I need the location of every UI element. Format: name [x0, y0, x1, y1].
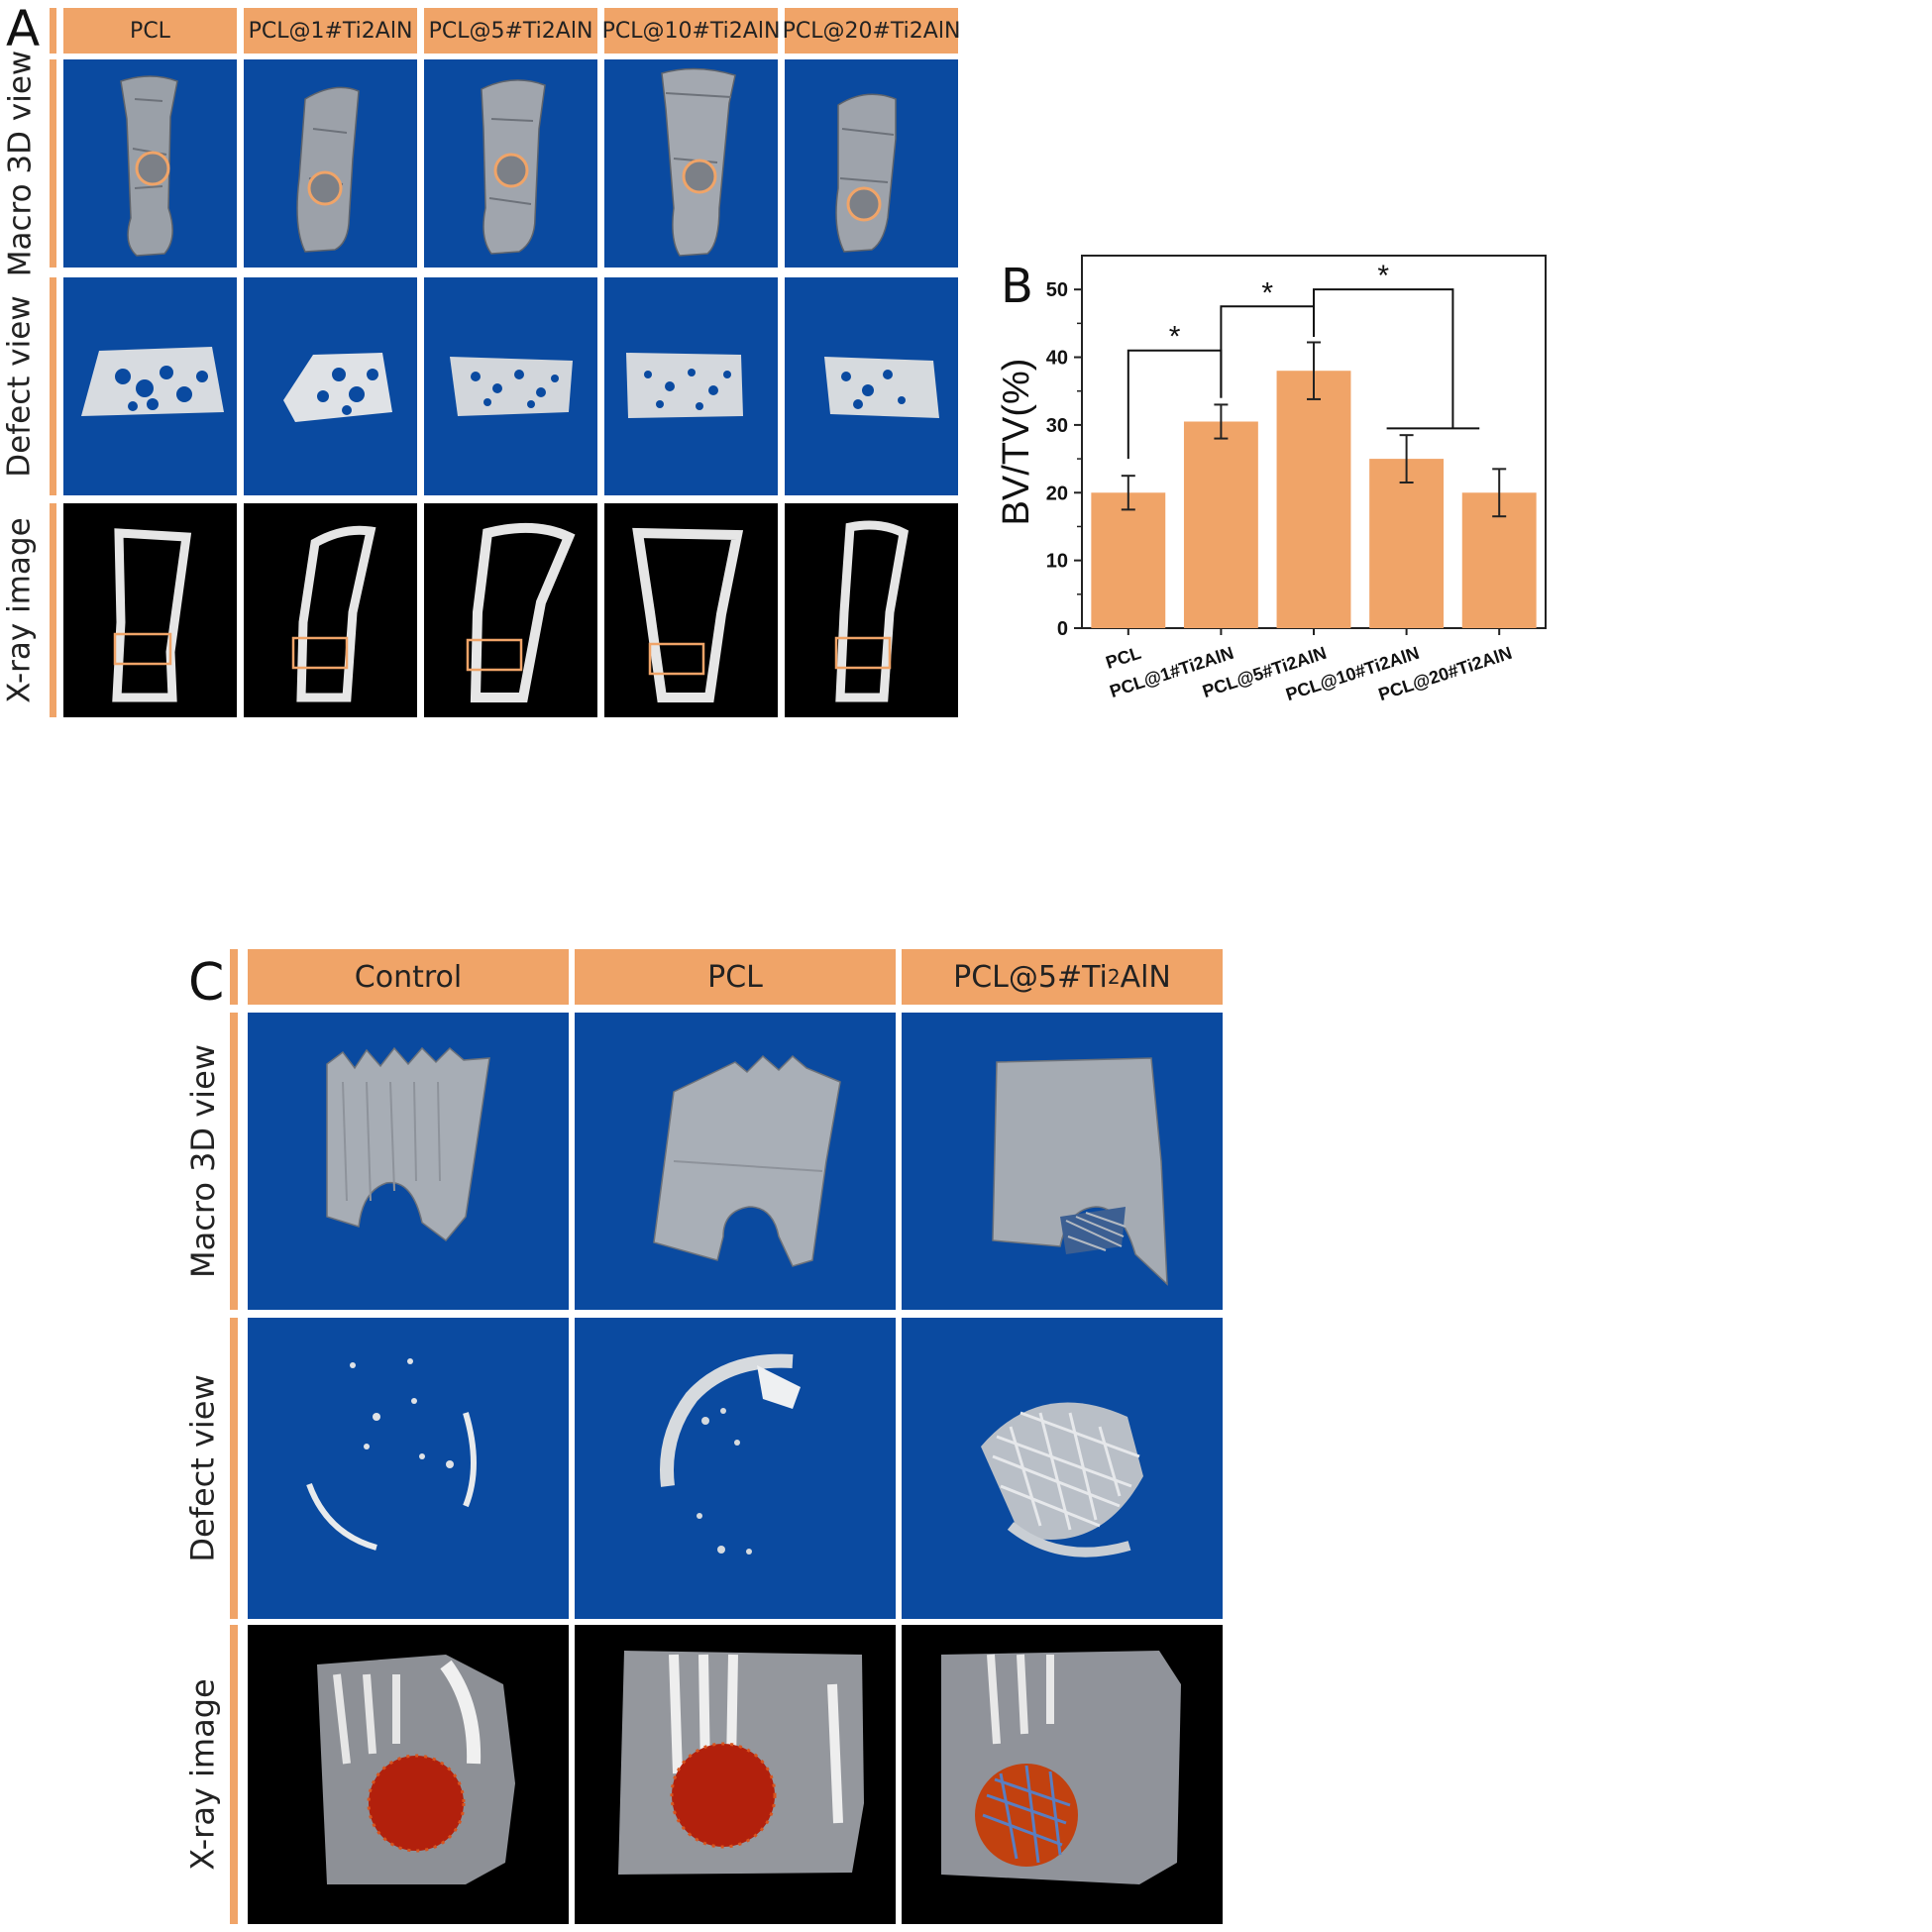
significance-star: * [1169, 321, 1181, 354]
panel-c-row-marker-xray [230, 1625, 238, 1924]
panel-a-macro-image-pcl [63, 59, 237, 268]
bar [1369, 459, 1445, 628]
bar [1183, 421, 1258, 628]
y-tick-label: 30 [1046, 415, 1068, 437]
panel-c-row-marker-macro [230, 1013, 238, 1310]
panel-c-xray-image-pcl [575, 1625, 896, 1924]
panel-a-macro-image-pcl-1 [244, 59, 417, 268]
panel-a-xray-image-pcl-10 [604, 503, 778, 717]
bar [1091, 492, 1166, 628]
panel-a-macro-image-pcl-20 [785, 59, 958, 268]
panel-c-defect-image-pcl [575, 1318, 896, 1619]
panel-a-header-marker [50, 8, 56, 54]
panel-a-row-marker-defect [50, 277, 56, 495]
panel-a-col-header-pcl-5: PCL@5#Ti2AlN [424, 8, 597, 54]
panel-a-xray-image-pcl [63, 503, 237, 717]
panel-c-defect-image-pcl-5 [902, 1318, 1223, 1619]
panel-a-xray-image-pcl-1 [244, 503, 417, 717]
panel-c-col-header-pcl-5: PCL@5#Ti 2 AlN [902, 949, 1223, 1005]
bv-tv-bar-chart: 01020304050BV/TV(%)PCLPCL@1#Ti2AlNPCL@5#… [996, 255, 1547, 704]
panel-a-row-marker-xray [50, 503, 56, 717]
bar [1276, 371, 1351, 628]
panel-c-macro-image-pcl [575, 1013, 896, 1310]
panel-a-macro-image-pcl-5 [424, 59, 597, 268]
panel-a-col-header-pcl: PCL [63, 8, 237, 54]
panel-a-row-label-defect: Defect view [2, 295, 38, 478]
y-tick-label: 0 [1057, 618, 1068, 640]
panel-a-col-header-pcl-10: PCL@10#Ti2AlN [602, 8, 780, 54]
panel-c-macro-image-pcl-5 [902, 1013, 1223, 1310]
significance-star: * [1261, 276, 1273, 309]
panel-a-xray-image-pcl-20 [785, 503, 958, 717]
panel-c-header-marker [230, 949, 238, 1005]
panel-c-xray-image-pcl-5 [902, 1625, 1223, 1924]
panel-c-row-label-macro: Macro 3D view [184, 1044, 222, 1278]
panel-a-defect-image-pcl-5 [424, 277, 597, 495]
panel-b-letter: B [1001, 259, 1033, 314]
panel-a-defect-image-pcl-1 [244, 277, 417, 495]
significance-bracket [1313, 288, 1454, 429]
y-tick-label: 50 [1046, 279, 1068, 301]
y-tick-label: 10 [1046, 551, 1068, 573]
chart-error-bars [1121, 341, 1507, 518]
panel-c-col-header-pcl-5-subscript: 2 [1107, 965, 1121, 989]
panel-a-defect-image-pcl [63, 277, 237, 495]
panel-c-col-header-control: Control [248, 949, 569, 1005]
panel-a-col-header-pcl-20: PCL@20#Ti2AlN [783, 8, 960, 54]
panel-a-letter: A [6, 0, 41, 57]
x-tick-label: PCL [1104, 643, 1143, 673]
panel-a-macro-image-pcl-10 [604, 59, 778, 268]
chart-significance-brackets [1127, 288, 1480, 460]
panel-a-row-label-xray: X-ray image [2, 517, 39, 703]
panel-c-col-header-pcl-5-prefix: PCL@5#Ti [953, 959, 1108, 995]
panel-c-xray-image-control [248, 1625, 569, 1924]
panel-c-row-label-defect: Defect view [184, 1374, 222, 1562]
y-tick-label: 40 [1046, 348, 1068, 370]
panel-a-row-label-macro: Macro 3D view [2, 50, 39, 277]
panel-a-xray-image-pcl-5 [424, 503, 597, 717]
chart-bars [1091, 371, 1537, 628]
panel-c-macro-image-control [248, 1013, 569, 1310]
panel-a-row-marker-macro [50, 59, 56, 268]
significance-star: * [1377, 260, 1389, 292]
panel-c-col-header-pcl-5-suffix: AlN [1120, 959, 1171, 995]
y-axis-label: BV/TV(%) [996, 359, 1037, 526]
panel-c-row-marker-defect [230, 1318, 238, 1619]
panel-a-col-header-pcl-1: PCL@1#Ti2AlN [244, 8, 417, 54]
panel-c-letter: C [188, 953, 225, 1013]
panel-a-defect-image-pcl-20 [785, 277, 958, 495]
panel-c-row-label-xray: X-ray image [184, 1678, 223, 1871]
panel-c-defect-image-control [248, 1318, 569, 1619]
y-tick-label: 20 [1046, 483, 1068, 504]
panel-c-col-header-pcl: PCL [575, 949, 896, 1005]
panel-a-defect-image-pcl-10 [604, 277, 778, 495]
